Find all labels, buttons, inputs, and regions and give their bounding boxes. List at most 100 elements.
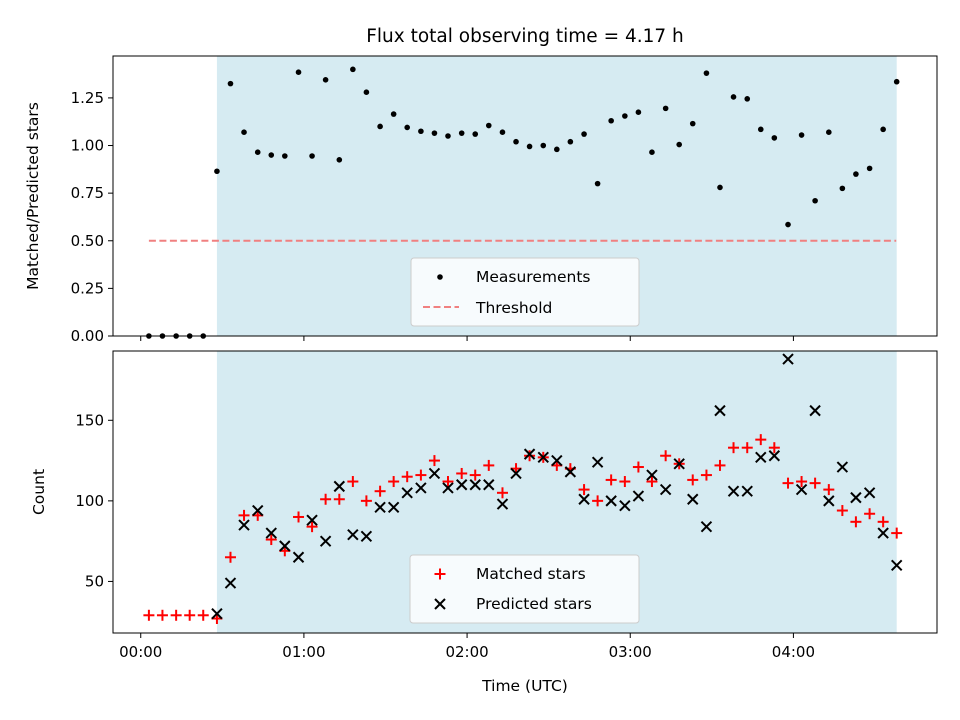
x-tick-label: 00:00 xyxy=(119,643,162,661)
matched-star-point xyxy=(891,527,903,539)
predicted-star-point xyxy=(211,607,223,620)
chart-title: Flux total observing time = 4.17 h xyxy=(366,26,684,47)
matched-star-point xyxy=(728,442,740,454)
measurement-point xyxy=(880,126,886,133)
matched-star-point xyxy=(401,471,413,483)
predicted-star-point xyxy=(741,485,753,497)
legend-predicted-label: Predicted stars xyxy=(476,595,592,613)
measurement-point xyxy=(431,130,438,136)
predicted-star-point xyxy=(714,404,726,417)
measurement-point xyxy=(241,129,247,135)
matched-star-point xyxy=(850,516,862,528)
predicted-star-point xyxy=(659,483,672,496)
matched-star-point xyxy=(864,508,876,520)
predicted-star-point xyxy=(564,466,577,478)
measurement-point xyxy=(227,80,234,87)
legend-measurements-symbol xyxy=(437,274,443,280)
predicted-star-point xyxy=(809,404,821,417)
top-panel-ticks: 0.00 0.25 0.50 0.75 1.00 1.25 xyxy=(71,89,794,345)
predicted-star-point xyxy=(632,490,645,502)
predicted-star-point xyxy=(347,528,359,541)
matched-star-point xyxy=(768,442,780,454)
measurement-point xyxy=(472,131,479,137)
predicted-star-point xyxy=(795,483,808,496)
measurement-point xyxy=(649,149,655,155)
y-tick-label: 0.50 xyxy=(71,232,104,250)
predicted-star-point xyxy=(455,479,468,491)
measurement-point xyxy=(730,94,737,100)
predicted-star-point xyxy=(415,482,427,494)
bottom-panel-ticks: 50 100 150 00:00 01:00 02:00 03:00 04:00 xyxy=(75,411,815,661)
y-tick-label: 0.75 xyxy=(71,184,104,202)
measurement-point xyxy=(622,113,628,119)
y-tick-label: 100 xyxy=(75,492,104,510)
measurement-point xyxy=(744,96,751,102)
measurement-point xyxy=(309,153,315,159)
legend-measurements-label: Measurements xyxy=(476,268,591,286)
matched-star-point xyxy=(578,484,590,496)
measurement-point xyxy=(445,133,451,139)
measurement-point xyxy=(526,143,533,150)
measurement-point xyxy=(703,70,710,76)
predicted-star-point xyxy=(360,530,373,543)
matched-star-point xyxy=(496,487,508,499)
predicted-star-point xyxy=(224,577,237,589)
measurement-point xyxy=(214,168,220,175)
measurement-point xyxy=(295,69,302,75)
legend-matched-symbol xyxy=(434,568,446,580)
matched-star-point xyxy=(809,477,821,489)
predicted-star-point xyxy=(252,504,264,517)
bottom-panel-legend: Matched stars Predicted stars xyxy=(409,554,640,624)
predicted-star-point xyxy=(782,353,794,365)
top-panel-ratio: 0.00 0.25 0.50 0.75 1.00 1.25 Matched/Predict… xyxy=(24,55,938,345)
measurement-point xyxy=(689,120,696,127)
top-legend-box xyxy=(410,257,640,327)
legend-predicted-symbol xyxy=(434,598,446,610)
predicted-star-point xyxy=(292,551,305,563)
measurement-point xyxy=(581,131,587,137)
matched-star-point xyxy=(782,477,794,489)
matched-star-point xyxy=(415,469,427,481)
matched-star-point xyxy=(524,450,536,462)
measurement-point xyxy=(594,180,601,187)
predicted-star-point xyxy=(387,501,400,514)
predicted-star-point xyxy=(673,458,685,470)
measurement-point xyxy=(336,157,343,163)
matched-star-point xyxy=(714,459,726,471)
bottom-panel-frame xyxy=(112,350,938,634)
matched-star-point xyxy=(442,476,454,488)
matched-star-point xyxy=(632,461,644,473)
measurement-point xyxy=(404,124,410,131)
predicted-star-point xyxy=(578,493,590,505)
predicted-star-point xyxy=(700,520,713,533)
matched-star-point xyxy=(755,434,767,446)
matched-star-point xyxy=(170,609,182,621)
measurement-point xyxy=(853,171,859,177)
predicted-star-point xyxy=(483,479,495,491)
predicted-star-point xyxy=(605,495,617,507)
legend-matched-label: Matched stars xyxy=(476,565,586,583)
bottom-panel-xlabel: Time (UTC) xyxy=(481,677,568,695)
measurement-point xyxy=(377,123,383,130)
measurement-point xyxy=(717,184,723,191)
measurement-point xyxy=(866,165,873,172)
measurement-point xyxy=(771,135,778,141)
matched-star-point xyxy=(741,442,753,454)
matched-star-point xyxy=(265,534,277,546)
predicted-star-point xyxy=(333,480,346,493)
measurement-point xyxy=(635,109,642,115)
predicted-star-point xyxy=(687,493,699,505)
matched-star-point xyxy=(483,459,495,471)
legend-threshold-label: Threshold xyxy=(475,299,552,317)
measurement-point xyxy=(282,153,288,159)
matched-stars-series xyxy=(143,434,903,624)
predicted-star-point xyxy=(877,527,889,539)
matched-star-point xyxy=(646,476,658,488)
measurement-point xyxy=(363,89,370,95)
matched-star-point xyxy=(687,474,699,486)
measurement-point xyxy=(322,77,329,83)
measurement-point xyxy=(757,126,764,133)
predicted-star-point xyxy=(469,479,481,491)
predicted-star-point xyxy=(442,482,454,494)
